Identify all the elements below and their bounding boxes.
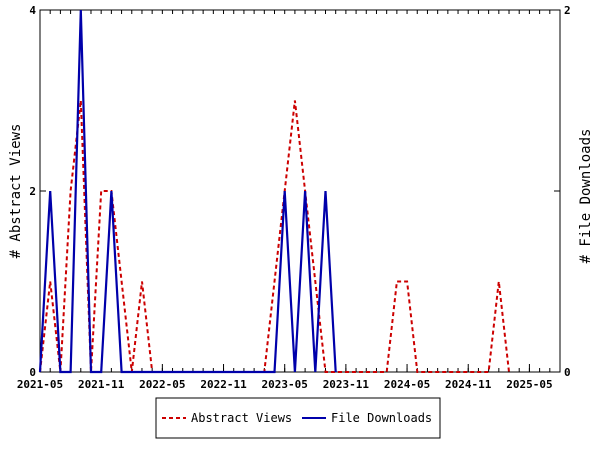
- x-tick-label: 2022-11: [200, 378, 247, 391]
- x-tick-label: 2023-11: [323, 378, 370, 391]
- plot-area: [39, 9, 561, 373]
- file-downloads-line: [38, 9, 337, 374]
- x-tick-label: 2022-05: [139, 378, 185, 391]
- x-tick-label: 2024-11: [445, 378, 492, 391]
- y-right-tick-label: 0: [564, 366, 571, 379]
- legend-file-downloads-label: File Downloads: [331, 411, 432, 425]
- legend-box: [155, 397, 441, 439]
- x-tick-label: 2025-05: [506, 378, 552, 391]
- y-left-tick-label: 0: [29, 366, 36, 379]
- y-right-tick-label: 2: [564, 4, 571, 17]
- x-tick-label: 2021-05: [17, 378, 63, 391]
- series-layer: [38, 9, 510, 374]
- x-tick-label: 2023-05: [262, 378, 308, 391]
- labels-layer: 2021-05 2021-11 2022-05 2022-11 2023-05 2023-…: [17, 4, 571, 391]
- x-tick-label: 2024-05: [384, 378, 430, 391]
- abstract-views-line: [39, 100, 510, 373]
- y-left-tick-label: 2: [29, 185, 36, 198]
- x-tick-label: 2021-11: [78, 378, 125, 391]
- y-left-tick-label: 4: [29, 4, 36, 17]
- right-axis-title: # File Downloads: [578, 129, 594, 264]
- left-axis-title: # Abstract Views: [8, 124, 24, 259]
- legend-abstract-views-label: Abstract Views: [191, 411, 292, 425]
- legend: Abstract Views File Downloads: [155, 397, 441, 439]
